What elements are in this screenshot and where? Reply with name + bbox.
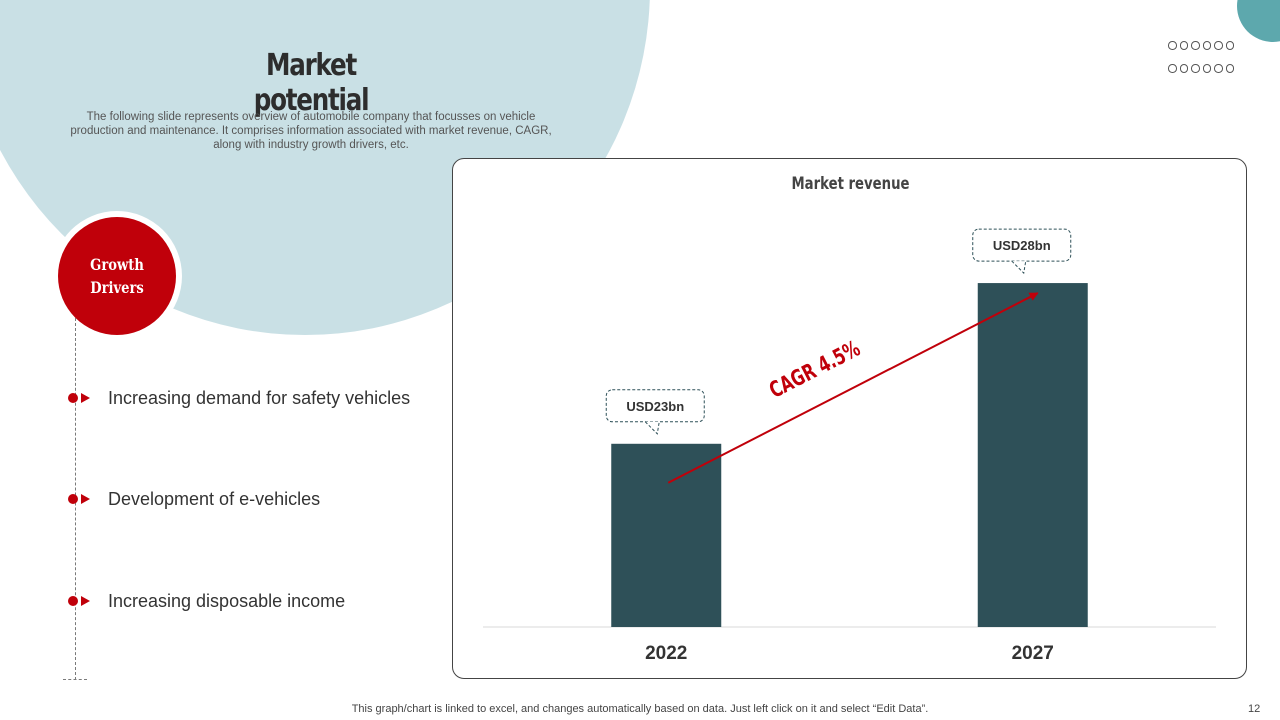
page-number: 12 (1248, 703, 1261, 715)
bar-2022 (611, 443, 722, 627)
data-label-pointer (644, 421, 660, 435)
bullet-arrow-icon (81, 494, 90, 504)
chart-title: Market revenue (791, 173, 909, 193)
slide-subtitle: The following slide represents overview … (70, 111, 552, 151)
bullet-dot-icon (68, 393, 78, 403)
driver-item: Increasing disposable income (68, 589, 345, 613)
data-label: USD23bn (626, 399, 684, 414)
cagr-arrow (667, 292, 1039, 484)
driver-text: Increasing disposable income (108, 590, 346, 611)
chart-panel[interactable]: Market revenue 2022 USD23bn 2027 USD28bn CAGR… (452, 158, 1247, 679)
data-label-box (972, 228, 1072, 262)
timeline-end (63, 679, 87, 680)
market-revenue-chart[interactable]: Market revenue 2022 USD23bn 2027 USD28bn CAGR… (453, 159, 1248, 680)
data-label: USD28bn (993, 238, 1051, 253)
driver-text: Increasing demand for safety vehicles (108, 387, 411, 408)
slide-title: Market potential (253, 48, 370, 118)
growth-drivers-heading: Growth Drivers (90, 255, 144, 297)
bar-2027 (977, 283, 1088, 627)
x-tick-label: 2022 (645, 643, 687, 664)
bullet-dot-icon (68, 494, 78, 504)
x-tick-label: 2027 (1012, 643, 1054, 664)
corner-decoration (1237, 0, 1280, 42)
driver-item: Development of e-vehicles (68, 487, 320, 511)
bullet-arrow-icon (81, 596, 90, 606)
data-label-pointer (1011, 260, 1027, 275)
driver-text: Development of e-vehicles (108, 488, 321, 509)
bullet-dot-icon (68, 596, 78, 606)
driver-item: Increasing demand for safety vehicles (68, 386, 410, 410)
bullet-arrow-icon (81, 393, 90, 403)
cagr-annotation: CAGR 4.5% (765, 335, 865, 403)
footnote-text: This graph/chart is linked to excel, and… (351, 703, 929, 715)
decorative-dots-row (1168, 64, 1234, 73)
footnote: This graph/chart is linked to excel, and… (0, 703, 1280, 715)
decorative-dots-row (1168, 41, 1234, 50)
growth-drivers-badge: Growth Drivers (58, 217, 176, 335)
